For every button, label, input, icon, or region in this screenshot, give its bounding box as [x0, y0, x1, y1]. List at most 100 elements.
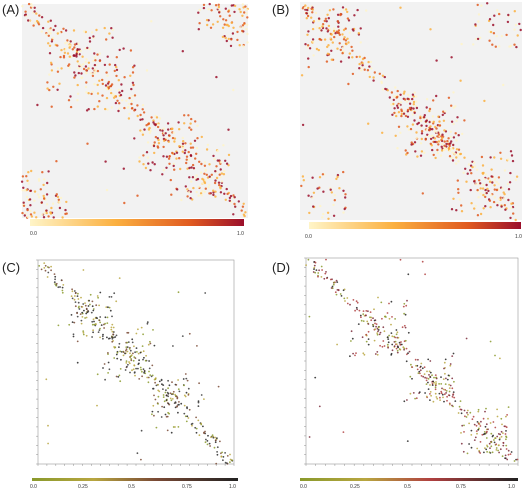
off-diagonal-contact	[322, 190, 325, 193]
off-diagonal-contact	[497, 182, 500, 186]
off-diagonal-contact	[142, 350, 145, 353]
off-diagonal-contact	[43, 197, 46, 200]
panel-d-map-frame	[305, 257, 519, 465]
off-diagonal-contact	[479, 182, 482, 185]
diagonal-contact	[380, 80, 383, 84]
diagonal-contact	[214, 195, 217, 198]
off-diagonal-contact	[232, 26, 235, 29]
off-diagonal-contact	[72, 29, 76, 32]
off-diagonal-contact	[93, 320, 95, 323]
off-diagonal-contact	[187, 394, 190, 396]
off-diagonal-contact	[456, 179, 459, 182]
off-diagonal-contact	[167, 379, 170, 382]
off-diagonal-contact	[501, 187, 504, 190]
diagonal-contact	[71, 288, 73, 291]
off-diagonal-contact	[73, 76, 76, 79]
off-diagonal-contact	[417, 372, 420, 375]
off-diagonal-contact	[513, 28, 516, 31]
off-diagonal-contact	[151, 161, 154, 164]
sparse-contact	[219, 191, 223, 194]
off-diagonal-contact	[450, 208, 454, 211]
off-diagonal-contact	[480, 155, 484, 159]
off-diagonal-contact	[143, 370, 146, 372]
off-diagonal-contact	[479, 187, 482, 190]
off-diagonal-contact	[218, 183, 221, 187]
off-diagonal-contact	[442, 110, 445, 113]
off-diagonal-contact	[91, 336, 93, 338]
off-diagonal-contact	[460, 204, 463, 207]
off-diagonal-contact	[420, 130, 424, 133]
diagonal-contact	[50, 265, 52, 268]
diagonal-contact	[143, 128, 146, 131]
off-diagonal-contact	[107, 352, 109, 354]
off-diagonal-contact	[411, 377, 413, 380]
diagonal-contact	[169, 397, 172, 400]
off-diagonal-contact	[68, 323, 71, 326]
off-diagonal-contact	[477, 408, 480, 411]
off-diagonal-contact	[76, 92, 80, 96]
diagonal-contact	[355, 306, 358, 309]
diagonal-contact	[38, 14, 41, 17]
off-diagonal-contact	[129, 74, 132, 78]
off-diagonal-contact	[218, 11, 221, 14]
diagonal-contact	[454, 162, 458, 165]
off-diagonal-contact	[131, 81, 135, 85]
off-diagonal-contact	[134, 351, 137, 354]
off-diagonal-contact	[403, 98, 407, 101]
diagonal-contact	[359, 314, 362, 317]
off-diagonal-contact	[482, 193, 485, 197]
off-diagonal-contact	[129, 49, 133, 52]
diagonal-contact	[118, 346, 120, 348]
off-diagonal-contact	[106, 316, 109, 319]
off-diagonal-contact	[241, 14, 244, 17]
off-diagonal-contact	[219, 175, 222, 179]
diagonal-contact	[130, 358, 133, 360]
diagonal-contact	[87, 61, 91, 64]
sparse-contact	[76, 361, 79, 364]
off-diagonal-contact	[50, 69, 54, 72]
diagonal-contact	[61, 291, 64, 294]
diagonal-contact	[306, 14, 310, 18]
diagonal-contact	[373, 319, 376, 322]
sparse-contact	[86, 142, 89, 145]
off-diagonal-contact	[310, 16, 313, 19]
diagonal-contact	[241, 205, 245, 208]
off-diagonal-contact	[412, 392, 415, 394]
off-diagonal-contact	[312, 54, 315, 57]
off-diagonal-contact	[441, 113, 444, 117]
diagonal-contact	[80, 296, 82, 299]
off-diagonal-contact	[82, 63, 85, 66]
diagonal-contact	[315, 26, 318, 29]
off-diagonal-contact	[69, 40, 72, 43]
diagonal-contact	[66, 41, 69, 44]
off-diagonal-contact	[443, 361, 446, 364]
off-diagonal-contact	[431, 115, 435, 118]
off-diagonal-contact	[23, 189, 27, 192]
diagonal-contact	[317, 19, 320, 22]
off-diagonal-contact	[96, 83, 99, 87]
diagonal-contact	[448, 402, 451, 405]
diagonal-contact	[50, 269, 52, 272]
diagonal-contact	[173, 140, 176, 143]
off-diagonal-contact	[495, 188, 499, 192]
off-diagonal-contact	[81, 316, 84, 318]
off-diagonal-contact	[453, 380, 455, 383]
off-diagonal-contact	[440, 383, 443, 385]
diagonal-contact	[323, 19, 326, 23]
diagonal-contact	[128, 361, 130, 363]
off-diagonal-contact	[342, 8, 346, 12]
off-diagonal-contact	[147, 128, 151, 131]
off-diagonal-contact	[176, 405, 179, 407]
off-diagonal-contact	[444, 383, 447, 385]
diagonal-contact	[334, 291, 337, 294]
off-diagonal-contact	[505, 426, 508, 429]
off-diagonal-contact	[148, 131, 151, 135]
off-diagonal-contact	[202, 3, 206, 7]
diagonal-contact	[511, 205, 515, 209]
diagonal-contact	[164, 391, 167, 394]
off-diagonal-contact	[443, 146, 446, 149]
off-diagonal-contact	[429, 360, 432, 362]
off-diagonal-contact	[445, 392, 447, 394]
off-diagonal-contact	[431, 148, 434, 152]
diagonal-contact	[143, 371, 146, 374]
